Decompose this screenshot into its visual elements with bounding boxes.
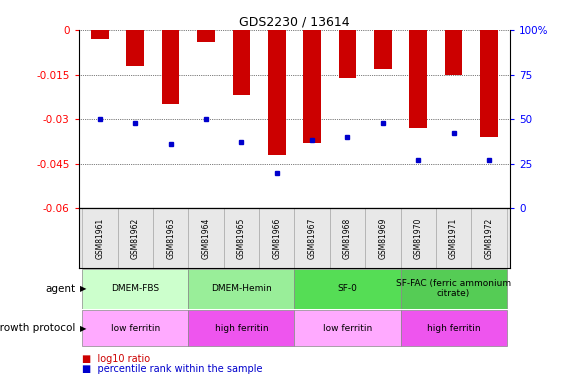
Bar xyxy=(436,208,471,268)
Text: ■  log10 ratio: ■ log10 ratio xyxy=(82,354,150,364)
Text: GSM81961: GSM81961 xyxy=(96,217,104,259)
Bar xyxy=(401,208,436,268)
Text: ■  percentile rank within the sample: ■ percentile rank within the sample xyxy=(82,364,262,374)
Text: GSM81962: GSM81962 xyxy=(131,217,140,259)
Bar xyxy=(480,30,498,137)
Text: GSM81970: GSM81970 xyxy=(414,217,423,259)
Bar xyxy=(153,208,188,268)
Bar xyxy=(82,269,188,309)
Bar xyxy=(224,208,259,268)
Bar xyxy=(409,30,427,128)
Bar xyxy=(330,208,365,268)
Bar xyxy=(471,208,507,268)
Text: GSM81963: GSM81963 xyxy=(166,217,175,259)
Text: GSM81972: GSM81972 xyxy=(484,217,493,259)
Bar xyxy=(188,269,294,309)
Bar xyxy=(294,269,401,309)
Bar xyxy=(162,30,180,104)
Title: GDS2230 / 13614: GDS2230 / 13614 xyxy=(239,16,350,29)
Text: GSM81966: GSM81966 xyxy=(272,217,281,259)
Text: GSM81969: GSM81969 xyxy=(378,217,387,259)
Text: DMEM-Hemin: DMEM-Hemin xyxy=(211,284,272,293)
Text: GSM81964: GSM81964 xyxy=(202,217,210,259)
Bar xyxy=(82,310,188,346)
Text: SF-FAC (ferric ammonium
citrate): SF-FAC (ferric ammonium citrate) xyxy=(396,279,511,298)
Bar xyxy=(365,208,401,268)
Bar xyxy=(268,30,286,154)
Bar xyxy=(127,30,144,66)
Bar xyxy=(118,208,153,268)
Bar xyxy=(188,310,294,346)
Bar xyxy=(294,310,401,346)
Text: ▶: ▶ xyxy=(80,324,86,333)
Bar xyxy=(401,310,507,346)
Text: GSM81971: GSM81971 xyxy=(449,217,458,259)
Text: low ferritin: low ferritin xyxy=(111,324,160,333)
Bar xyxy=(303,30,321,143)
Bar xyxy=(91,30,109,39)
Text: agent: agent xyxy=(45,284,76,294)
Bar xyxy=(188,208,224,268)
Text: DMEM-FBS: DMEM-FBS xyxy=(111,284,159,293)
Bar xyxy=(339,30,356,78)
Text: high ferritin: high ferritin xyxy=(427,324,480,333)
Text: growth protocol: growth protocol xyxy=(0,323,76,333)
Text: GSM81967: GSM81967 xyxy=(308,217,317,259)
Bar xyxy=(401,269,507,309)
Bar xyxy=(82,208,118,268)
Text: GSM81965: GSM81965 xyxy=(237,217,246,259)
Bar xyxy=(294,208,330,268)
Text: high ferritin: high ferritin xyxy=(215,324,268,333)
Bar xyxy=(445,30,462,75)
Text: ▶: ▶ xyxy=(80,284,86,293)
Text: GSM81968: GSM81968 xyxy=(343,217,352,259)
Bar xyxy=(233,30,250,95)
Bar xyxy=(259,208,294,268)
Bar xyxy=(374,30,392,69)
Bar xyxy=(197,30,215,42)
Text: low ferritin: low ferritin xyxy=(323,324,372,333)
Text: SF-0: SF-0 xyxy=(338,284,357,293)
